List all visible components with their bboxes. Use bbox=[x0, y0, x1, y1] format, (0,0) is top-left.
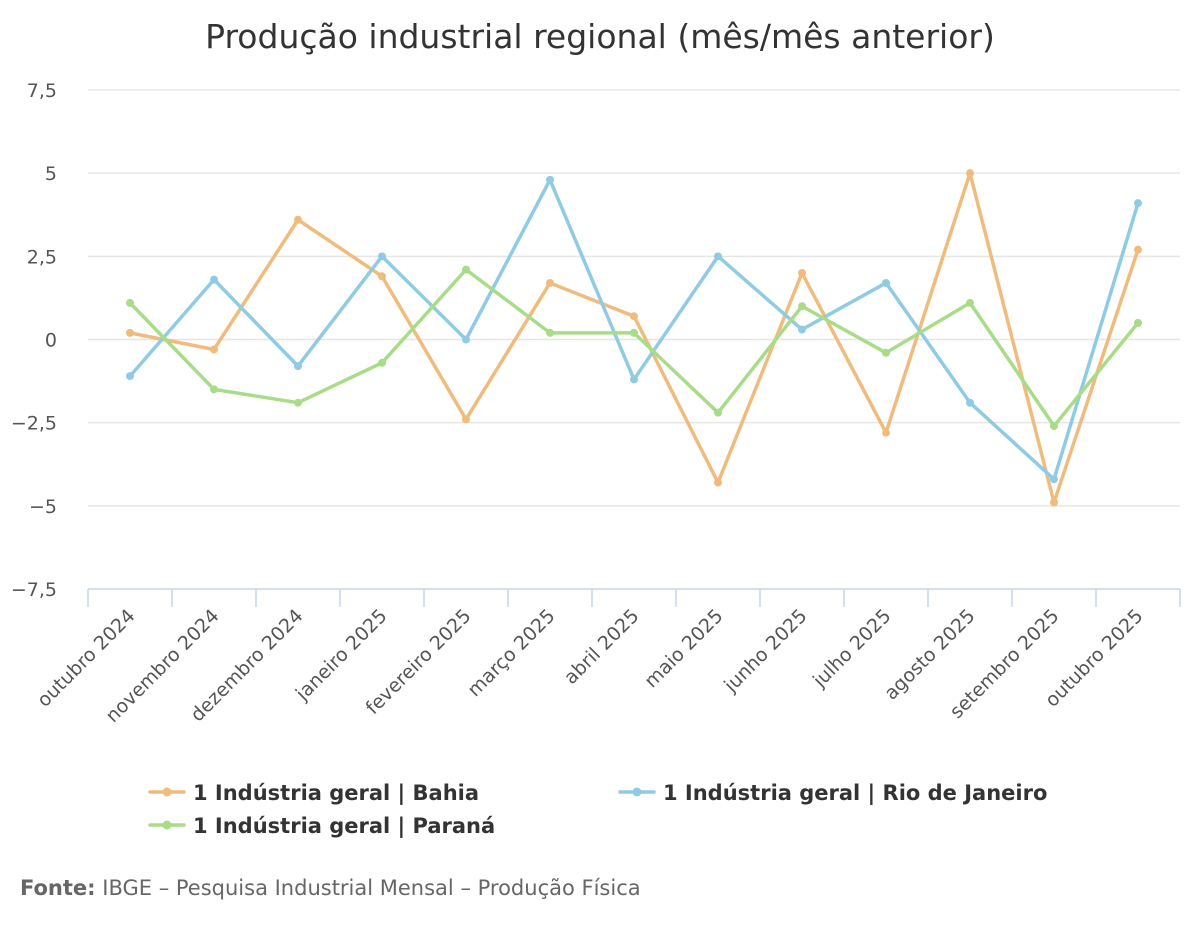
data-point[interactable] bbox=[546, 328, 554, 337]
data-point[interactable] bbox=[966, 169, 974, 178]
data-point[interactable] bbox=[126, 372, 134, 381]
data-point[interactable] bbox=[378, 272, 386, 281]
data-point[interactable] bbox=[714, 252, 722, 261]
data-point[interactable] bbox=[126, 298, 134, 307]
y-tick-label: 5 bbox=[45, 163, 57, 185]
data-point[interactable] bbox=[378, 252, 386, 261]
data-point[interactable] bbox=[546, 175, 554, 184]
data-point[interactable] bbox=[630, 328, 638, 337]
data-point[interactable] bbox=[210, 275, 218, 284]
data-point[interactable] bbox=[546, 278, 554, 287]
x-tick-label: abril 2025 bbox=[560, 605, 644, 689]
chart-title: Produção industrial regional (mês/mês an… bbox=[205, 17, 995, 56]
y-tick-label: 2,5 bbox=[27, 246, 57, 268]
data-point[interactable] bbox=[378, 358, 386, 367]
legend-marker bbox=[162, 820, 172, 830]
series-2 bbox=[126, 265, 1142, 430]
x-tick-label: junho 2025 bbox=[719, 605, 811, 697]
data-point[interactable] bbox=[882, 348, 890, 357]
legend[interactable]: 1 Indústria geral | Bahia 1 Indústria ger… bbox=[148, 781, 1047, 839]
series-line bbox=[128, 171, 1140, 505]
data-point[interactable] bbox=[294, 398, 302, 407]
data-point[interactable] bbox=[210, 345, 218, 354]
legend-label: 1 Indústria geral | Rio de Janeiro bbox=[663, 781, 1047, 806]
y-tick-label: 7,5 bbox=[27, 80, 57, 102]
y-tick-label: −5 bbox=[29, 496, 57, 518]
data-point[interactable] bbox=[1050, 475, 1058, 484]
source-note: Fonte: IBGE – Pesquisa Industrial Mensal… bbox=[20, 876, 641, 900]
series-0 bbox=[126, 169, 1142, 507]
series-lines bbox=[126, 169, 1142, 507]
data-point[interactable] bbox=[882, 278, 890, 287]
data-point[interactable] bbox=[798, 302, 806, 311]
data-point[interactable] bbox=[462, 335, 470, 344]
legend-item[interactable]: 1 Indústria geral | Rio de Janeiro bbox=[618, 781, 1047, 806]
y-tick-label: −7,5 bbox=[11, 579, 57, 601]
legend-label: 1 Indústria geral | Bahia bbox=[193, 781, 479, 806]
data-point[interactable] bbox=[714, 478, 722, 487]
legend-label: 1 Indústria geral | Paraná bbox=[193, 814, 495, 839]
x-tick-label: março 2025 bbox=[463, 605, 559, 701]
data-point[interactable] bbox=[882, 428, 890, 437]
legend-marker bbox=[162, 787, 172, 797]
legend-marker bbox=[632, 787, 642, 797]
source-label: Fonte: bbox=[20, 876, 96, 900]
y-tick-label: 0 bbox=[45, 330, 57, 352]
data-point[interactable] bbox=[630, 375, 638, 384]
line-chart: Produção industrial regional (mês/mês an… bbox=[11, 17, 1181, 839]
data-point[interactable] bbox=[798, 325, 806, 334]
data-point[interactable] bbox=[966, 298, 974, 307]
data-point[interactable] bbox=[294, 362, 302, 371]
series-1 bbox=[126, 175, 1142, 484]
y-axis: 7,5 5 2,5 0 −2,5 −5 −7,5 bbox=[11, 80, 57, 601]
data-point[interactable] bbox=[126, 328, 134, 337]
data-point[interactable] bbox=[1134, 318, 1142, 327]
data-point[interactable] bbox=[1134, 199, 1142, 208]
data-point[interactable] bbox=[1050, 421, 1058, 430]
data-point[interactable] bbox=[966, 398, 974, 407]
source-text: IBGE – Pesquisa Industrial Mensal – Prod… bbox=[102, 876, 641, 900]
data-point[interactable] bbox=[630, 312, 638, 321]
legend-item[interactable]: 1 Indústria geral | Bahia bbox=[148, 781, 479, 806]
data-point[interactable] bbox=[714, 408, 722, 417]
data-point[interactable] bbox=[1050, 498, 1058, 507]
y-tick-label: −2,5 bbox=[11, 413, 57, 435]
x-tick-label: maio 2025 bbox=[640, 605, 727, 692]
data-point[interactable] bbox=[1134, 245, 1142, 254]
x-tick-label: julho 2025 bbox=[808, 605, 895, 692]
data-point[interactable] bbox=[462, 415, 470, 424]
data-point[interactable] bbox=[798, 268, 806, 277]
legend-item[interactable]: 1 Indústria geral | Paraná bbox=[148, 814, 495, 839]
data-point[interactable] bbox=[462, 265, 470, 274]
data-point[interactable] bbox=[294, 215, 302, 224]
data-point[interactable] bbox=[210, 385, 218, 394]
